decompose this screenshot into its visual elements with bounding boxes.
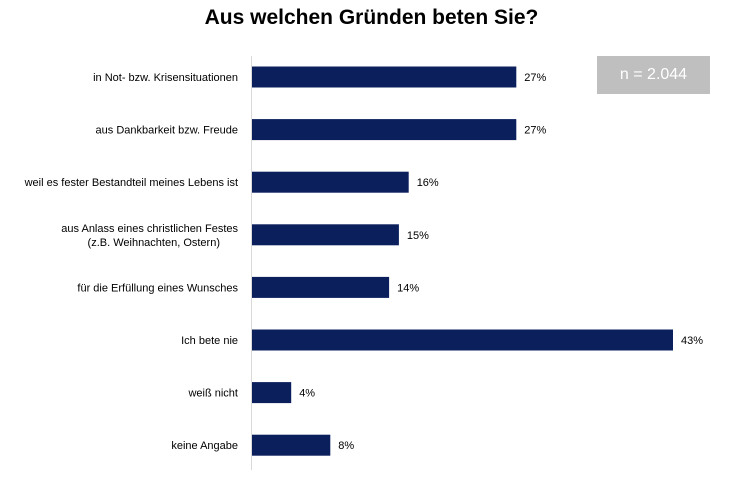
category-label: weil es fester Bestandteil meines Lebens…	[24, 177, 238, 189]
value-label: 14%	[397, 282, 419, 294]
bar	[252, 66, 517, 88]
chart-title: Aus welchen Gründen beten Sie?	[204, 6, 539, 29]
value-label: 15%	[407, 230, 429, 242]
bar	[252, 119, 517, 141]
value-label: 43%	[681, 335, 703, 347]
category-label: aus Anlass eines christlichen Festes (z.B…	[61, 223, 238, 249]
bar	[252, 276, 390, 298]
category-label: Ich bete nie	[181, 335, 238, 347]
bar	[252, 329, 673, 351]
category-label: für die Erfüllung eines Wunsches	[77, 282, 238, 294]
category-label: keine Angabe	[171, 440, 238, 452]
category-label: in Not- bzw. Krisensituationen	[93, 72, 238, 84]
value-label: 8%	[338, 440, 354, 452]
bar	[252, 171, 409, 193]
bar	[252, 224, 399, 246]
category-label: aus Dankbarkeit bzw. Freude	[96, 125, 238, 137]
bars-group: 27% in Not- bzw. Krisensituationen 27% aus …	[24, 66, 703, 456]
value-label: 27%	[524, 72, 546, 84]
bar	[252, 382, 292, 404]
bar	[252, 434, 331, 456]
category-label: weiß nicht	[187, 388, 238, 400]
value-label: 16%	[417, 177, 439, 189]
sample-size-badge: n = 2.044	[597, 56, 710, 94]
value-label: 27%	[524, 125, 546, 137]
value-label: 4%	[299, 388, 315, 400]
